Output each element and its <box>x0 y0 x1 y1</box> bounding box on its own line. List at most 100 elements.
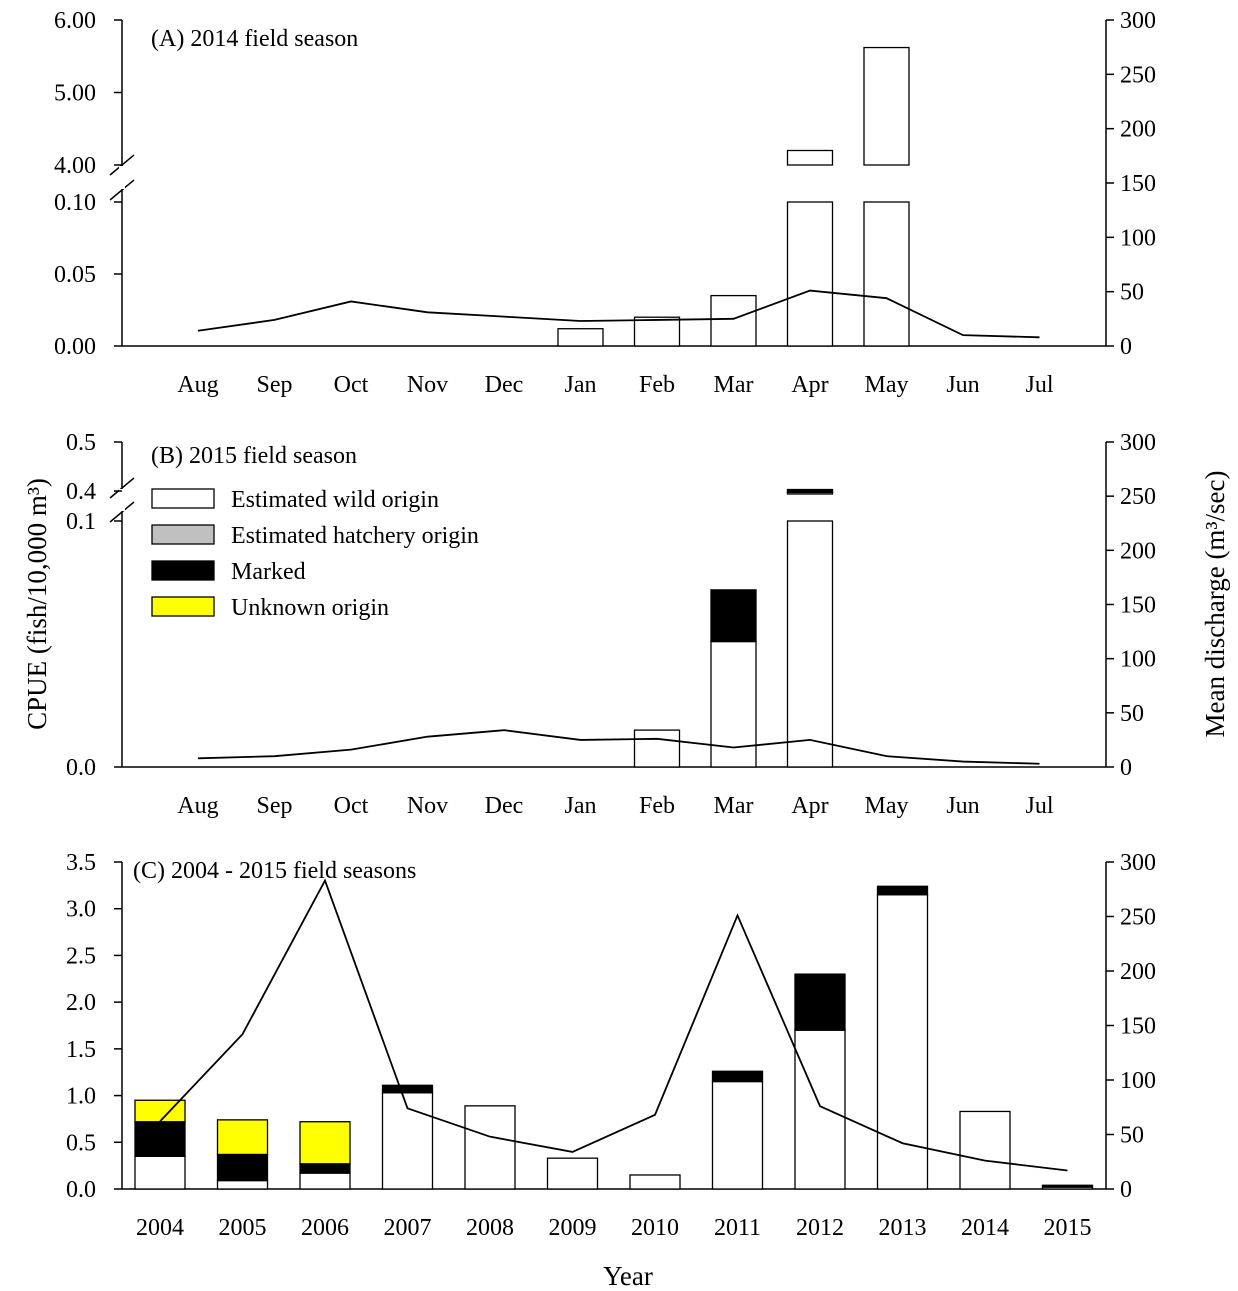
panel-b-x-tick-label: May <box>865 793 909 819</box>
panel-c-bar-unknown-origin <box>216 1119 269 1156</box>
panel-a-x-tick-label: May <box>865 372 909 398</box>
panel-c-bar-estimated-wild-origin <box>711 1080 764 1190</box>
panel-c-bar-estimated-wild-origin <box>216 1179 269 1190</box>
panel-a-right-tick-label: 100 <box>1120 225 1156 251</box>
panel-c-bar-estimated-wild-origin <box>299 1172 351 1190</box>
legend-label: Estimated hatchery origin <box>231 523 479 549</box>
panel-b-x-tick-label: Jul <box>1025 793 1053 819</box>
panel-c-left-tick-label: 1.5 <box>66 1037 96 1063</box>
panel-b-right-tick-label: 250 <box>1120 484 1156 510</box>
panel-c-left-tick-label: 3.5 <box>66 850 96 876</box>
panel-a-x-tick-label: Apr <box>791 372 828 398</box>
panel-b-x-tick-label: Jun <box>946 793 979 819</box>
panel-a-axis-gap <box>119 166 125 189</box>
panel-b-left-tick-label: 0.5 <box>66 430 96 456</box>
legend: Estimated wild origin Estimated hatchery … <box>151 487 479 621</box>
panel-c-right-tick-label: 200 <box>1120 959 1156 985</box>
panel-a: (A) 2014 field season 0.00 0.05 0.10 4.00 5.… <box>54 8 1156 398</box>
panel-c-bar-estimated-wild-origin <box>134 1155 186 1190</box>
panel-b-bar-marked <box>786 488 834 494</box>
panel-a-discharge-line <box>197 289 1040 339</box>
panel-c-bar-marked <box>299 1163 351 1174</box>
panel-b-axis-break <box>109 501 135 523</box>
panel-c-x-tick-label: 2013 <box>879 1215 927 1241</box>
panel-a-left-tick-label: 0.00 <box>54 334 96 360</box>
panel-b-left-tick-label: 0.0 <box>66 755 96 781</box>
panel-a-bar-estimated-wild-origin <box>863 46 910 166</box>
panel-a-bar-estimated-wild-origin <box>557 328 604 347</box>
panel-b-discharge-line <box>197 729 1040 765</box>
panel-b-right-tick-label: 200 <box>1120 538 1156 564</box>
panel-a-x-tick-label: Nov <box>407 372 448 398</box>
panel-a-x-tick-label: Dec <box>485 372 524 398</box>
panel-b-x-tick-label: Jan <box>565 793 597 819</box>
panel-b-axis-gap <box>119 489 125 511</box>
panel-c-right-tick-label: 250 <box>1120 905 1156 931</box>
panel-c-bar-marked <box>1041 1184 1094 1188</box>
panel-b-axis-break <box>109 477 135 499</box>
panel-b-title: (B) 2015 field season <box>151 443 357 469</box>
panel-c-bar-marked <box>876 885 929 896</box>
panel-a-x-tick-label: Sep <box>257 372 293 398</box>
panel-a-x-tick-label: Jan <box>565 372 597 398</box>
panel-c-x-tick-label: 2010 <box>631 1215 679 1241</box>
panel-b-right-tick-label: 100 <box>1120 647 1156 673</box>
panel-c-left-tick-label: 1.0 <box>66 1084 96 1110</box>
panel-c-bar-estimated-wild-origin <box>464 1105 516 1190</box>
panel-a-right-tick-label: 200 <box>1120 117 1156 143</box>
panel-c-bar-unknown-origin <box>299 1121 351 1165</box>
panel-c-plot: 0.0 0.5 1.0 1.5 2.0 2.5 3.0 3.5 0 50 100 150 200 250 3… <box>66 850 1156 1241</box>
panel-b-right-tick-label: 0 <box>1120 755 1132 781</box>
x-axis-label: Year <box>603 1261 653 1291</box>
panel-a-x-tick-label: Aug <box>177 372 218 398</box>
panel-b-x-tick-label: Sep <box>257 793 293 819</box>
panel-a-left-tick-label: 5.00 <box>54 81 96 107</box>
panel-c-x-tick-label: 2014 <box>961 1215 1009 1241</box>
panel-b-left-tick-label: 0.1 <box>66 509 96 535</box>
panel-b-bar-estimated-wild-origin <box>633 729 681 768</box>
panel-c-bar-unknown-origin <box>134 1099 186 1123</box>
panel-a-bar-estimated-wild-origin <box>863 201 910 347</box>
y-axis-label-right: Mean discharge (m³/sec) <box>1200 471 1230 738</box>
panel-a-axis-break <box>109 179 135 201</box>
panel-a-right-tick-label: 250 <box>1120 62 1156 88</box>
panel-b: (B) 2015 field season 0.0 0.1 0.4 0.5 0 50 100… <box>66 430 1156 819</box>
panel-c-x-tick-label: 2007 <box>384 1215 432 1241</box>
panel-c-bar-marked <box>134 1121 186 1157</box>
legend-swatch <box>151 488 215 509</box>
panel-c-x-tick-label: 2008 <box>466 1215 514 1241</box>
panel-a-right-tick-label: 300 <box>1120 8 1156 34</box>
panel-c-bar-marked <box>711 1070 764 1083</box>
panel-c-right-tick-label: 150 <box>1120 1014 1156 1040</box>
panel-c-left-tick-label: 0.5 <box>66 1130 96 1156</box>
panel-a-bar-estimated-wild-origin <box>633 316 681 347</box>
panel-a-right-tick-label: 150 <box>1120 171 1156 197</box>
panel-c-x-tick-label: 2006 <box>301 1215 349 1241</box>
panel-c-left-tick-label: 3.0 <box>66 897 96 923</box>
panel-c-bar-estimated-wild-origin <box>876 894 929 1190</box>
panel-b-x-tick-label: Feb <box>639 793 675 819</box>
panel-a-bar-estimated-wild-origin <box>710 294 757 347</box>
panel-c-x-tick-label: 2015 <box>1044 1215 1092 1241</box>
panel-c-right-tick-label: 50 <box>1120 1123 1144 1149</box>
panel-c-bar-marked <box>381 1084 434 1094</box>
panel-c-title: (C) 2004 - 2015 field seasons <box>133 858 416 884</box>
panel-c-bar-marked <box>216 1153 269 1182</box>
panel-a-plot: 0.00 0.05 0.10 4.00 5.00 6.00 0 50 100 150 200 250 3… <box>54 8 1156 398</box>
panel-b-x-tick-label: Nov <box>407 793 448 819</box>
panel-b-x-tick-label: Mar <box>714 793 754 819</box>
panel-a-left-tick-label: 0.10 <box>54 190 96 216</box>
panel-c-bar-estimated-wild-origin <box>629 1174 681 1190</box>
panel-b-right-tick-label: 50 <box>1120 701 1144 727</box>
panel-c-x-tick-label: 2012 <box>796 1215 844 1241</box>
panel-b-bar-marked <box>710 589 757 643</box>
panel-a-left-tick-label: 0.05 <box>54 262 96 288</box>
panel-a-x-tick-label: Oct <box>334 372 369 398</box>
legend-label: Estimated wild origin <box>231 487 439 513</box>
legend-swatch <box>151 596 215 617</box>
panel-b-x-tick-label: Aug <box>177 793 218 819</box>
panel-a-x-tick-label: Jun <box>946 372 979 398</box>
panel-b-left-tick-label: 0.4 <box>66 479 96 505</box>
panel-a-x-tick-label: Mar <box>714 372 754 398</box>
panel-b-x-tick-label: Oct <box>334 793 369 819</box>
